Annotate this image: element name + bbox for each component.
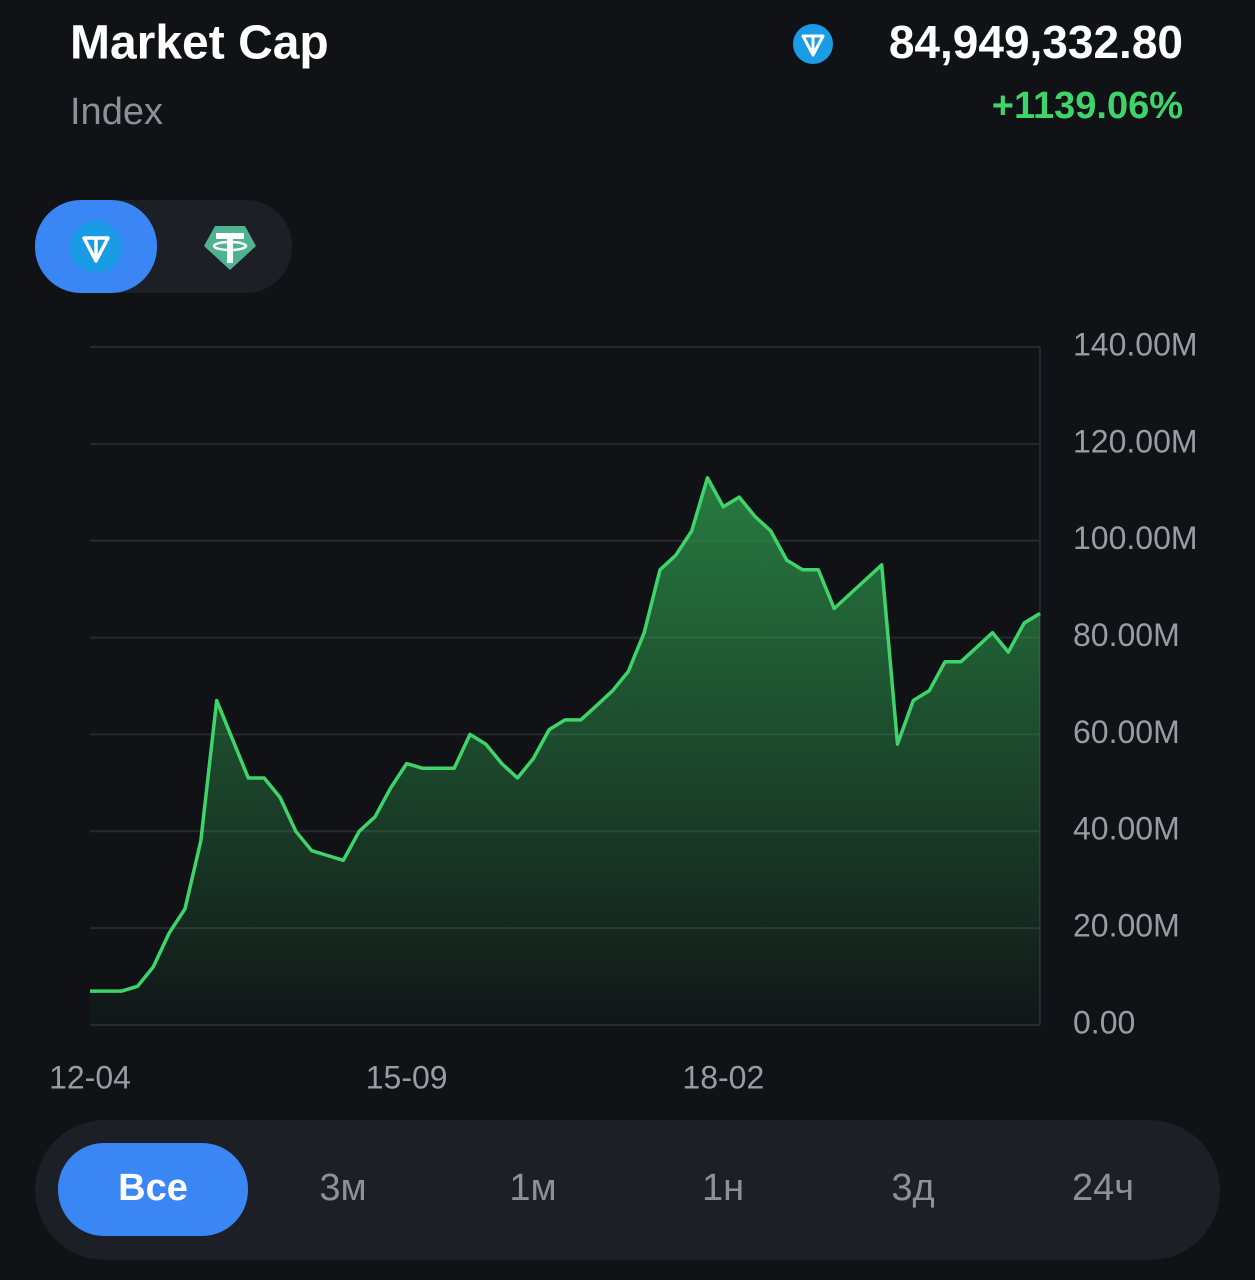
x-tick-label: 12-04 <box>49 1059 131 1095</box>
x-tick-label: 15-09 <box>366 1059 448 1095</box>
y-tick-label: 80.00M <box>1073 617 1180 653</box>
title: Market Cap <box>70 17 329 70</box>
currency-toggle[interactable] <box>35 200 292 293</box>
x-tick-label: 18-02 <box>682 1059 764 1095</box>
period-button[interactable]: 1н <box>702 1167 744 1209</box>
subtitle: Index <box>70 91 163 133</box>
tether-toggle-icon[interactable] <box>204 226 256 270</box>
y-tick-label: 100.00M <box>1073 520 1198 556</box>
period-button[interactable]: 1м <box>509 1167 556 1209</box>
period-button[interactable]: 3м <box>319 1167 366 1209</box>
chart: 0.00 20.00M 40.00M 60.00M 80.00M 100.00M 120.0… <box>49 326 1197 1095</box>
y-tick-label: 0.00 <box>1073 1004 1135 1040</box>
price: 84,949,332.80 <box>889 16 1183 68</box>
line <box>90 476 1041 993</box>
period-button[interactable]: 24ч <box>1072 1167 1134 1209</box>
change: +1139.06% <box>992 85 1183 127</box>
period-bar <box>35 1120 1220 1260</box>
y-tick-label: 60.00M <box>1073 714 1180 750</box>
area <box>90 477 1040 1025</box>
period-button[interactable]: 3д <box>891 1167 934 1209</box>
period-active[interactable] <box>58 1143 248 1236</box>
ton-icon <box>793 24 833 64</box>
ton-toggle-icon[interactable] <box>70 221 122 273</box>
y-tick-label: 120.00M <box>1073 423 1198 459</box>
y-tick-label: 140.00M <box>1073 326 1198 362</box>
period-button[interactable]: Все <box>118 1167 188 1209</box>
y-tick-label: 20.00M <box>1073 908 1180 944</box>
period-selector: Все 3м 1м 1н 3д 24ч <box>35 1120 1220 1260</box>
y-tick-label: 40.00M <box>1073 811 1180 847</box>
